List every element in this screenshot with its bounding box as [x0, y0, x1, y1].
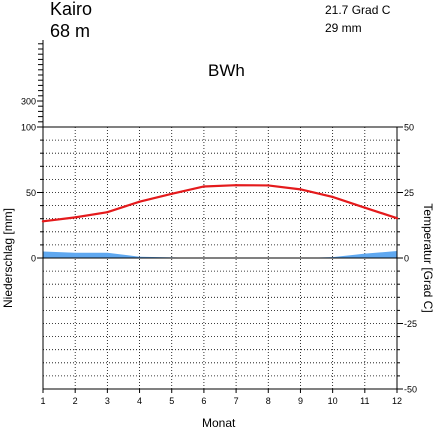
- right-tick-label: 0: [404, 254, 409, 264]
- x-tick-label: 7: [234, 396, 239, 406]
- temperature-point: [267, 184, 270, 187]
- left-tick-label: 100: [21, 123, 36, 133]
- temperature-point: [299, 188, 302, 191]
- x-tick-label: 4: [137, 396, 142, 406]
- x-tick-label: 2: [73, 396, 78, 406]
- temperature-point: [331, 195, 334, 199]
- climate-classification: BWh: [208, 61, 245, 80]
- x-tick-label: 11: [360, 396, 369, 406]
- y-axis-label-right: Temperatur [Grad C]: [421, 203, 435, 313]
- x-tick-label: 8: [266, 396, 271, 406]
- temperature-point: [363, 206, 367, 209]
- annual-precipitation: 29 mm: [325, 21, 362, 35]
- right-tick-label: -25: [404, 319, 417, 329]
- temperature-point: [73, 216, 77, 219]
- x-tick-label: 3: [105, 396, 110, 406]
- temperature-point: [170, 192, 173, 196]
- grid-lines: [43, 127, 397, 389]
- left-tick-label: 50: [26, 188, 36, 198]
- right-tick-label: -50: [404, 385, 417, 395]
- x-tick-label: 1: [40, 396, 45, 406]
- left-tick-label: 0: [31, 254, 36, 264]
- x-axis-label: Monat: [202, 416, 236, 430]
- temperature-point: [234, 183, 238, 187]
- temperature-line: [42, 184, 398, 223]
- x-tick-label: 9: [298, 396, 303, 406]
- station-elevation: 68 m: [50, 21, 91, 41]
- station-name: Kairo: [50, 0, 93, 19]
- x-tick-label: 10: [328, 396, 338, 406]
- temperature-point: [138, 200, 141, 203]
- right-tick-label: 25: [404, 188, 414, 198]
- left-tick-label: 300: [21, 97, 36, 107]
- x-tick-label: 12: [392, 396, 402, 406]
- temperature-point: [41, 220, 45, 223]
- temperature-point: [106, 210, 109, 214]
- y-axis-label-left: Niederschlag [mm]: [1, 207, 15, 309]
- x-tick-label: 5: [169, 396, 174, 406]
- x-tick-label: 6: [201, 396, 206, 406]
- plot-frame: [42, 40, 398, 390]
- temperature-point: [395, 216, 399, 220]
- mean-temperature: 21.7 Grad C: [325, 3, 391, 17]
- right-tick-label: 50: [404, 123, 414, 133]
- precipitation-area: [43, 251, 397, 258]
- temperature-point: [202, 185, 206, 188]
